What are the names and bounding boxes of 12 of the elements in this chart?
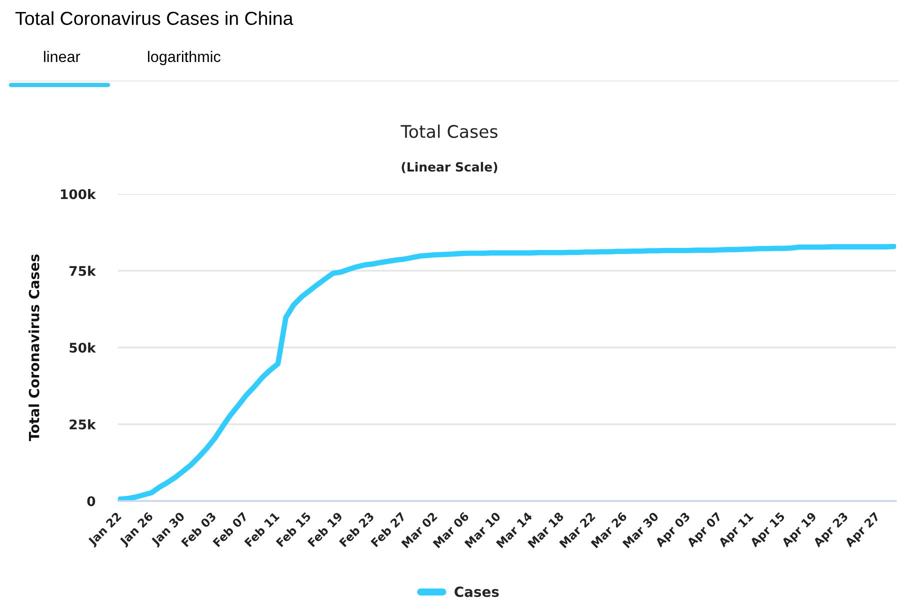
y-tick-label: 25k — [70, 419, 96, 430]
y-tick-label: 75k — [70, 266, 96, 276]
y-axis-title: Total Coronavirus Cases — [28, 254, 40, 442]
y-tick-label: 0 — [87, 496, 96, 506]
y-tick-label: 50k — [70, 342, 96, 353]
text: Total Coronavirus Cases in China — [15, 11, 294, 26]
text: linear — [44, 50, 80, 62]
legend-label: Cases — [454, 586, 499, 598]
chart-title: Total Cases — [400, 124, 498, 138]
text: logarithmic — [148, 50, 220, 66]
y-tick-label: 100k — [60, 188, 96, 200]
chart-subtitle: (Linear Scale) — [402, 162, 498, 174]
